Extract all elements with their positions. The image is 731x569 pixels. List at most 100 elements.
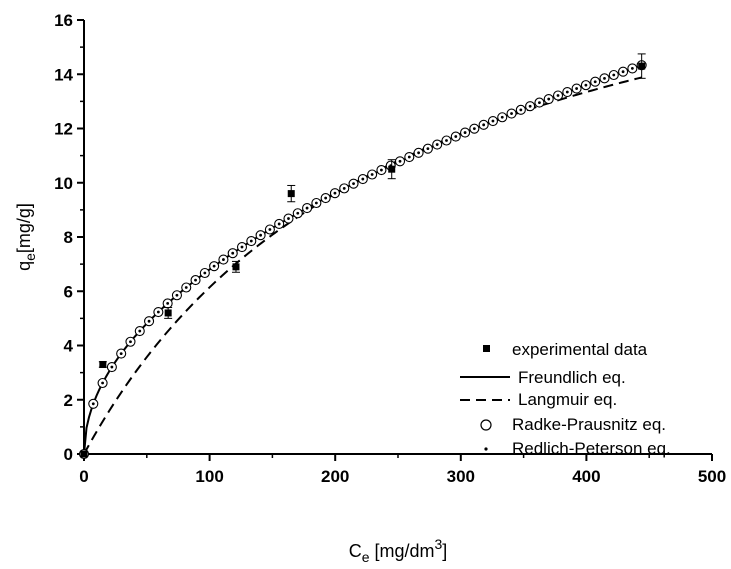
- y-tick-label: 0: [64, 445, 73, 464]
- legend-label-experimental: experimental data: [512, 340, 648, 359]
- redlich-peterson-point: [407, 155, 411, 159]
- experimental-point: [99, 360, 107, 368]
- redlich-peterson-point: [259, 233, 262, 237]
- redlich-peterson-point: [231, 251, 235, 255]
- redlich-peterson-point: [463, 131, 467, 134]
- redlich-peterson-point: [361, 177, 365, 181]
- redlich-peterson-point: [138, 329, 142, 333]
- redlich-peterson-point: [268, 228, 272, 231]
- redlich-peterson-point: [380, 168, 383, 172]
- x-tick-label: 400: [572, 467, 600, 486]
- redlich-peterson-point: [287, 217, 290, 220]
- redlich-peterson-point: [519, 108, 523, 112]
- redlich-peterson-point: [175, 293, 179, 297]
- redlich-peterson-point: [352, 182, 355, 186]
- redlich-peterson-point: [445, 139, 448, 142]
- redlich-peterson-point: [435, 143, 439, 146]
- experimental-point: [287, 190, 295, 198]
- redlich-peterson-point: [593, 80, 597, 84]
- legend-symbol-experimental: [483, 345, 490, 352]
- y-tick-label: 2: [64, 391, 73, 410]
- experimental-point: [388, 165, 396, 173]
- x-axis-title: Ce [mg/dm3]: [349, 536, 448, 565]
- redlich-peterson-point: [184, 286, 188, 289]
- redlich-peterson-point: [147, 319, 151, 323]
- x-tick-label: 300: [447, 467, 475, 486]
- y-tick-label: 12: [54, 120, 73, 139]
- redlich-peterson-point: [454, 135, 458, 138]
- redlich-peterson-point: [584, 83, 588, 87]
- redlich-peterson-point: [621, 70, 625, 74]
- legend-symbol-redlich: [484, 447, 488, 451]
- redlich-peterson-point: [129, 340, 132, 344]
- redlich-peterson-point: [538, 101, 541, 105]
- redlich-peterson-point: [222, 258, 225, 261]
- legend-label-langmuir: Langmuir eq.: [518, 390, 617, 409]
- x-tick-label: 200: [321, 467, 349, 486]
- y-tick-label: 8: [64, 228, 73, 247]
- redlich-peterson-point: [491, 119, 495, 123]
- redlich-peterson-point: [575, 87, 578, 90]
- redlich-peterson-point: [528, 104, 532, 108]
- x-tick-label: 0: [79, 467, 88, 486]
- redlich-peterson-point: [277, 222, 281, 226]
- redlich-peterson-point: [203, 271, 207, 275]
- redlich-peterson-point: [510, 112, 513, 115]
- redlich-peterson-point: [472, 127, 476, 131]
- redlich-peterson-point: [156, 310, 160, 314]
- redlich-peterson-point: [370, 173, 374, 176]
- y-axis-title-sub: e: [22, 253, 38, 261]
- legend-label-redlich: Redlich-Peterson eq.: [512, 439, 671, 458]
- x-axis-title-sup: 3: [435, 536, 443, 552]
- y-axis-title-rest: [mg/g]: [14, 203, 34, 253]
- redlich-peterson-point: [324, 196, 328, 200]
- x-axis-title-sub: e: [362, 549, 370, 565]
- redlich-peterson-point: [333, 191, 337, 195]
- experimental-point: [164, 309, 172, 317]
- redlich-peterson-point: [482, 123, 486, 127]
- redlich-peterson-point: [249, 239, 253, 243]
- axes: [83, 20, 712, 455]
- redlich-peterson-point: [603, 76, 606, 80]
- x-tick-label: 500: [698, 467, 726, 486]
- experimental-point: [638, 62, 646, 70]
- legend-symbol-radke: [480, 419, 492, 431]
- redlich-peterson-point: [110, 365, 114, 369]
- redlich-peterson-point: [565, 90, 569, 94]
- legend-label-freundlich: Freundlich eq.: [518, 368, 626, 387]
- redlich-peterson-point: [296, 211, 300, 215]
- y-tick-label: 6: [64, 282, 73, 301]
- redlich-peterson-point: [426, 147, 430, 151]
- redlich-peterson-point: [630, 67, 634, 70]
- x-axis-title-rest: [mg/dm: [369, 541, 434, 561]
- redlich-peterson-point: [556, 94, 560, 97]
- redlich-peterson-point: [314, 201, 318, 205]
- y-axis-title: qe[mg/g]: [14, 203, 38, 271]
- redlich-peterson-point: [612, 73, 616, 77]
- redlich-peterson-point: [194, 278, 197, 282]
- redlich-peterson-point: [417, 151, 420, 155]
- redlich-peterson-point: [342, 186, 346, 190]
- x-tick-label: 100: [195, 467, 223, 486]
- redlich-peterson-point: [119, 352, 123, 355]
- redlich-peterson-point: [500, 115, 504, 119]
- redlich-peterson-point: [305, 206, 309, 210]
- legend-label-radke: Radke-Prausnitz eq.: [512, 415, 666, 434]
- y-tick-label: 16: [54, 11, 73, 30]
- experimental-point: [80, 450, 88, 458]
- ticks: 0 100 200 300 400 500 0 2 4 6 8 10 12 14 16: [54, 11, 726, 486]
- redlich-peterson-point: [91, 402, 95, 406]
- y-tick-label: 14: [54, 65, 73, 84]
- redlich-peterson-point: [398, 159, 402, 163]
- redlich-peterson-point: [240, 245, 244, 249]
- redlich-peterson-point: [166, 302, 170, 305]
- y-tick-label: 4: [64, 337, 74, 356]
- x-axis-title-main: C: [349, 541, 362, 561]
- legend: experimental data Freundlich eq. Langmui…: [460, 340, 671, 458]
- series-layer: [78, 53, 647, 460]
- redlich-peterson-point: [547, 97, 551, 101]
- redlich-peterson-point: [101, 381, 104, 385]
- redlich-peterson-point: [212, 264, 216, 268]
- x-axis-title-close: ]: [442, 541, 447, 561]
